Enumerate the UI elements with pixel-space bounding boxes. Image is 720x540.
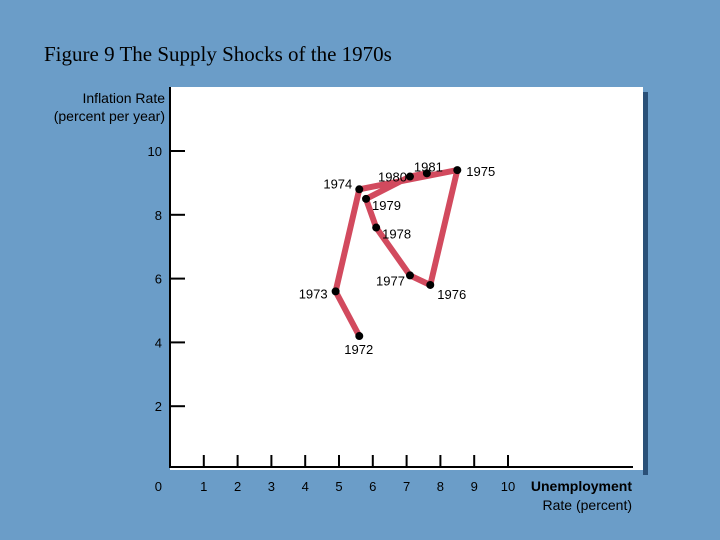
y-tick-label: 4	[155, 335, 162, 350]
x-tick-label: 3	[268, 479, 275, 494]
plot-shadow	[643, 92, 648, 475]
x-axis-label: Unemployment Rate (percent)	[531, 477, 632, 515]
x-tick-label: 6	[369, 479, 376, 494]
point-1978	[372, 223, 381, 232]
point-label-1974: 1974	[323, 176, 352, 191]
point-label-1977: 1977	[376, 273, 405, 288]
figure-title: Figure 9 The Supply Shocks of the 1970s	[44, 42, 392, 66]
y-axis-label: Inflation Rate (percent per year)	[54, 89, 165, 125]
point-1979	[362, 194, 371, 203]
y-tick-label: 10	[148, 144, 162, 159]
point-1973	[331, 287, 340, 296]
x-tick-label: 2	[234, 479, 241, 494]
x-axis-label-line-1: Unemployment	[530, 478, 632, 494]
x-tick-label: 10	[501, 479, 515, 494]
point-1974	[355, 185, 364, 194]
point-1977	[405, 271, 414, 280]
x-axis-label-line-2: Rate (percent)	[542, 497, 632, 513]
y-tick-label: 2	[155, 399, 162, 414]
point-label-1979: 1979	[372, 198, 401, 213]
x-tick-label: 5	[335, 479, 342, 494]
y-axis-label-line-2: (percent per year)	[53, 108, 165, 124]
origin-label: 0	[155, 479, 162, 494]
point-label-1980: 1980	[378, 170, 407, 185]
point-1981	[422, 169, 431, 178]
x-tick-label: 1	[200, 479, 207, 494]
plot-area	[170, 87, 643, 470]
point-label-1973: 1973	[299, 286, 328, 301]
x-tick-label: 7	[403, 479, 410, 494]
x-tick-label: 8	[437, 479, 444, 494]
series-line	[332, 167, 461, 339]
x-tick-label: 4	[302, 479, 309, 494]
point-label-1975: 1975	[466, 164, 495, 179]
y-tick-label: 6	[155, 272, 162, 287]
point-1976	[426, 280, 435, 289]
point-1980	[405, 172, 414, 181]
point-1972	[355, 332, 364, 341]
y-axis-label-line-1: Inflation Rate	[82, 90, 166, 106]
point-1975	[453, 166, 462, 175]
y-tick-label: 8	[155, 208, 162, 223]
point-label-1981: 1981	[414, 159, 443, 174]
point-label-1978: 1978	[382, 227, 411, 242]
point-label-1972: 1972	[344, 342, 373, 357]
x-tick-label: 9	[471, 479, 478, 494]
point-label-1976: 1976	[437, 287, 466, 302]
